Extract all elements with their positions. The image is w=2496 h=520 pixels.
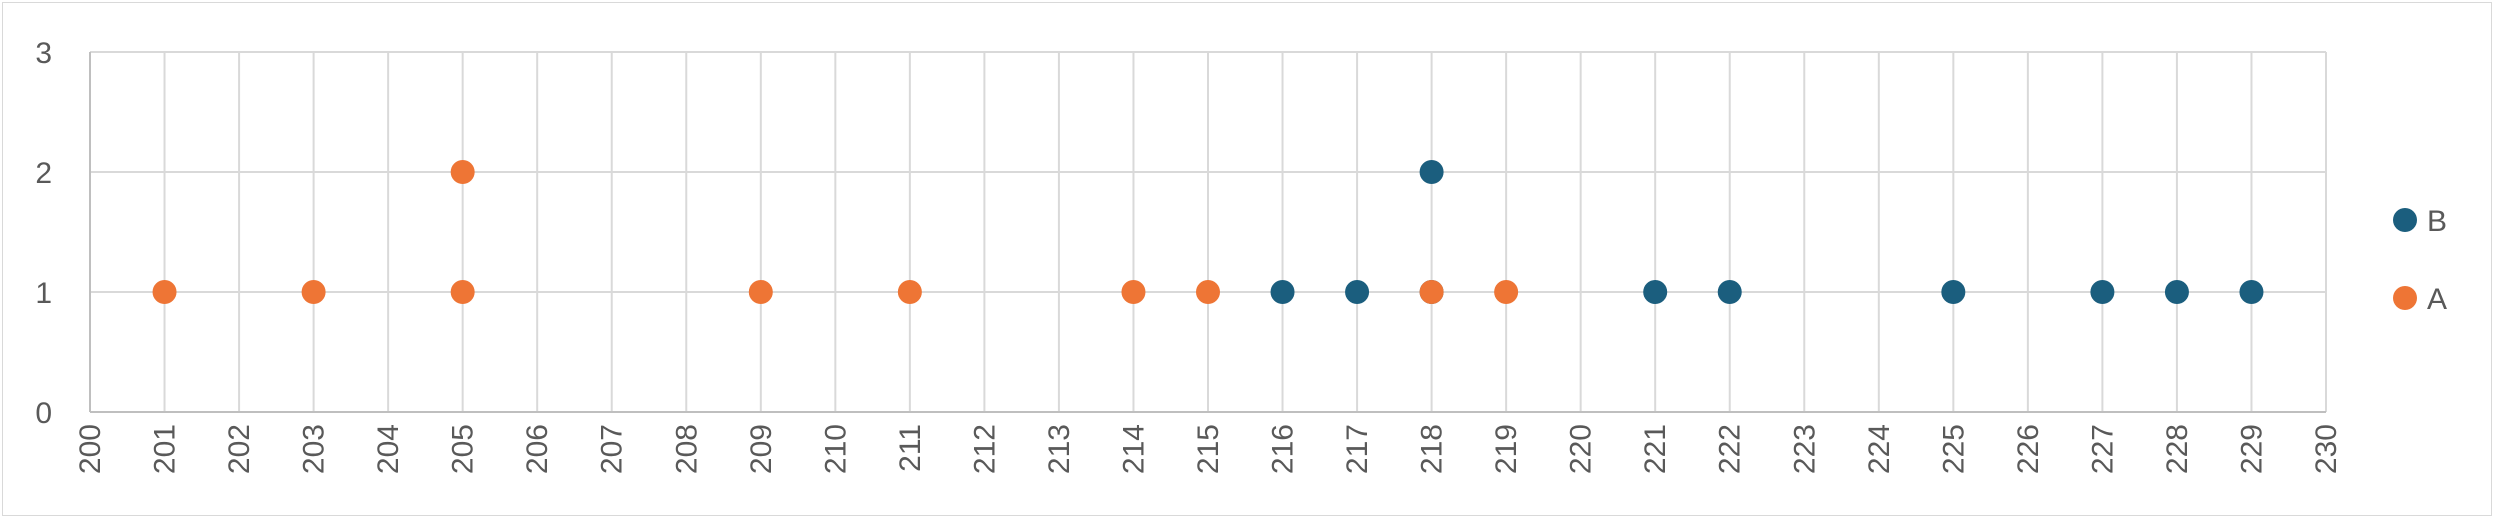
x-tick-label: 211 [894,424,927,472]
x-tick-label: 213 [1043,424,1076,474]
y-tick-label: 2 [35,157,52,190]
axes [89,52,2326,413]
point-b [2239,280,2264,304]
point-a [301,280,326,304]
x-tick-label: 204 [372,424,405,474]
x-tick-label: 225 [1937,424,1970,474]
point-b [2090,280,2115,304]
x-tick-label: 230 [2310,424,2343,474]
legend-label-a: A [2427,283,2447,316]
x-tick-label: 210 [819,424,852,474]
x-tick-label: 216 [1267,424,1300,474]
x-tick-label: 227 [2086,424,2119,474]
x-tick-label: 205 [447,424,480,474]
point-b [1643,280,1668,304]
x-tick-labels: 200 201 202 203 204 205 206 207 208 209 210 211 212 2… [74,424,2343,474]
legend-marker-b [2393,208,2417,232]
x-tick-label: 218 [1416,424,1449,474]
point-a [1494,280,1519,304]
x-tick-label: 212 [968,424,1001,474]
point-a [1419,280,1444,304]
y-tick-labels: 0 1 2 3 [35,37,52,430]
x-tick-label: 202 [223,424,256,474]
point-b [1717,280,1742,304]
point-b [1941,280,1966,304]
x-tick-label: 215 [1192,424,1225,474]
point-b [2164,280,2189,304]
point-a [897,280,922,304]
legend-marker-a [2393,286,2417,310]
x-tick-label: 207 [596,424,629,474]
y-tick-label: 1 [35,277,52,310]
point-a [748,280,773,304]
point-b [1270,280,1295,304]
x-tick-label: 200 [74,424,107,474]
point-a [1121,280,1146,304]
x-tick-label: 219 [1490,424,1523,474]
x-tick-label: 214 [1117,424,1150,474]
x-tick-label: 221 [1639,424,1672,474]
point-a [450,280,475,304]
data-points [152,160,2264,304]
x-tick-label: 209 [745,424,778,474]
point-a [152,280,177,304]
point-a [1196,280,1220,304]
x-tick-label: 224 [1863,424,1896,474]
x-tick-label: 208 [670,424,703,474]
x-tick-label: 201 [149,424,182,474]
legend: BA [2393,205,2447,316]
point-b [1345,280,1370,304]
legend-label-b: B [2427,205,2447,238]
grid-lines [89,51,2327,413]
x-tick-label: 228 [2161,424,2194,474]
x-tick-label: 226 [2012,424,2045,474]
x-tick-label: 223 [1788,424,1821,474]
point-b [1419,160,1444,184]
x-tick-label: 206 [521,424,554,474]
x-tick-label: 203 [298,424,331,474]
x-tick-label: 222 [1714,424,1747,474]
y-tick-label: 3 [35,37,52,70]
y-tick-label: 0 [35,397,52,430]
point-a [450,160,475,184]
x-tick-label: 217 [1341,424,1374,474]
x-tick-label: 229 [2235,424,2268,474]
x-tick-label: 220 [1565,424,1598,474]
